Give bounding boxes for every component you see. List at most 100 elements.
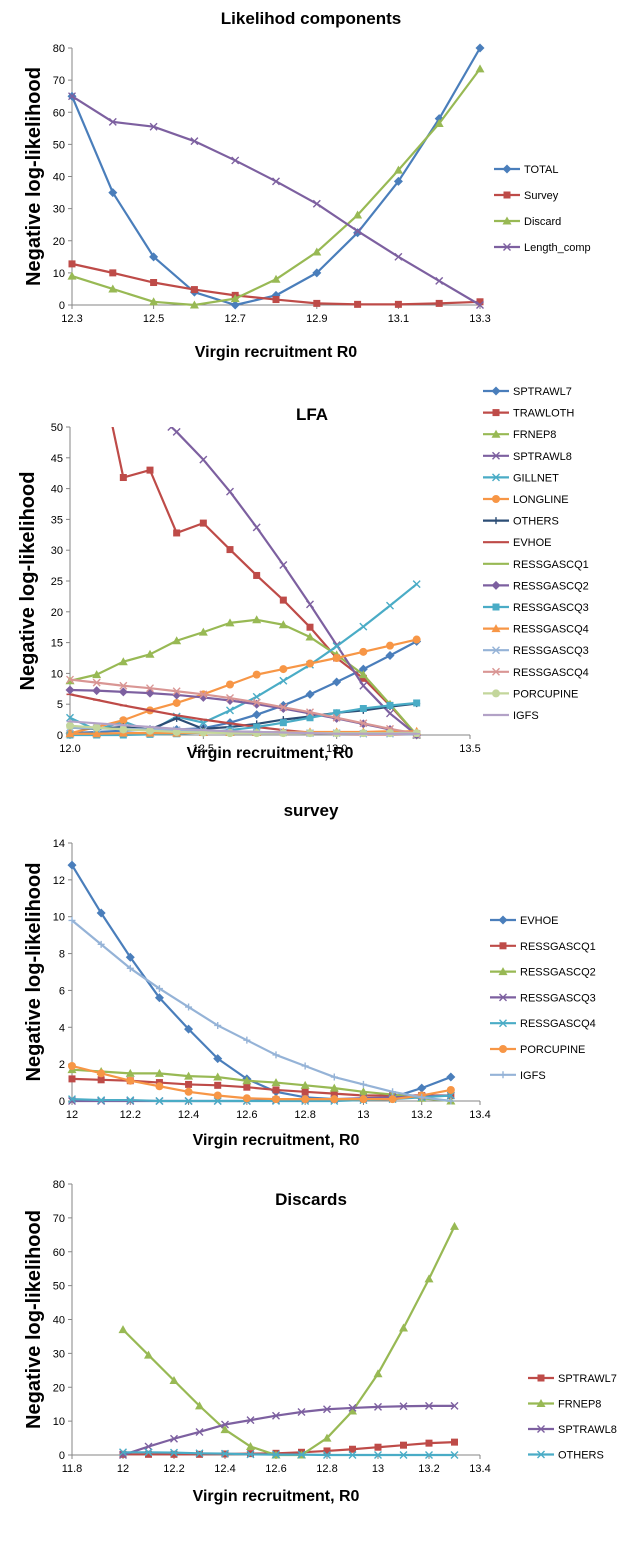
data-point (97, 940, 105, 948)
x-tick-label: 12 (117, 1463, 129, 1475)
chart-discards: Discards 0 10 20 30 40 50 60 70 80 11.8 12 12.2 12.4 1… (0, 1155, 622, 1558)
data-point (412, 580, 421, 589)
chart-discards-svg: Discards 0 10 20 30 40 50 60 70 80 11.8 12 12.2 12.4 1… (23, 1179, 617, 1505)
data-point (332, 677, 342, 687)
data-point (399, 1402, 408, 1411)
data-point (213, 1054, 223, 1064)
data-point (412, 635, 421, 644)
y-tick-label: 20 (53, 236, 65, 248)
series-length-comp (68, 92, 484, 309)
data-point (323, 1447, 331, 1455)
data-point (146, 684, 154, 693)
y-tick-label: 30 (53, 204, 65, 216)
data-point (306, 708, 314, 717)
data-point (125, 952, 135, 962)
data-point (358, 670, 368, 679)
x-tick-label: 13.5 (459, 743, 480, 755)
legend-item-ressgascq3: RESSGASCQ3 (490, 992, 596, 1004)
legend-item-ressgascq4: RESSGASCQ4 (490, 1018, 596, 1030)
y-tick-label: 12 (53, 875, 65, 887)
data-point (313, 299, 321, 307)
data-point (184, 1097, 193, 1105)
y-tick-label: 70 (53, 1213, 65, 1225)
chart-title: Likelihod components (221, 9, 401, 28)
data-point (184, 1024, 194, 1034)
legend-marker (498, 967, 508, 976)
data-point (221, 1420, 229, 1429)
data-point (450, 1451, 459, 1459)
data-point (119, 681, 128, 690)
data-point (173, 529, 181, 537)
data-point (225, 618, 235, 627)
y-tick-label: 2 (59, 1059, 65, 1071)
data-point (332, 713, 341, 722)
data-point (92, 686, 102, 696)
data-point (119, 725, 128, 734)
data-point (348, 1406, 357, 1415)
data-point (425, 1401, 433, 1410)
data-point (68, 916, 76, 924)
data-point (446, 1085, 455, 1094)
data-point (425, 1451, 433, 1459)
x-tick-label: 13.0 (326, 743, 347, 755)
data-point (145, 688, 155, 698)
legend-item-frnep8: FRNEP8 (483, 429, 556, 441)
data-point (252, 698, 261, 707)
data-point (230, 294, 240, 303)
legend-marker (492, 495, 500, 503)
data-point (332, 654, 341, 662)
legend-marker (492, 517, 500, 525)
series-others (119, 1448, 459, 1459)
data-point (184, 1071, 194, 1080)
y-tick-label: 30 (53, 1348, 65, 1360)
legend-marker (499, 993, 507, 1002)
data-point (68, 1075, 76, 1083)
data-point (278, 704, 288, 714)
series-line-ressgascq2 (71, 1068, 451, 1103)
y-tick-label: 0 (59, 1096, 65, 1108)
y-tick-label: 0 (57, 730, 63, 742)
data-point (170, 1450, 178, 1458)
data-point (417, 1083, 427, 1093)
series-line-ressgascq3 (70, 701, 417, 737)
y-tick-label: 5 (57, 699, 63, 711)
x-tick-label: 12.2 (120, 1109, 141, 1121)
data-point (68, 1095, 76, 1104)
data-point (359, 674, 367, 682)
legend-marker (492, 667, 500, 676)
series-porcupine (68, 1061, 455, 1104)
legend-label: Discard (524, 216, 561, 228)
legend-item-ressgascq1: RESSGASCQ1 (490, 941, 596, 953)
data-point (199, 455, 208, 464)
x-tick-label: 12.7 (224, 313, 245, 325)
chart-survey: survey 0 2 4 6 8 10 12 14 12 12.2 12.4 12.6 12.8 13 13.… (0, 780, 622, 1155)
data-point (68, 1061, 76, 1070)
data-point (359, 1080, 367, 1088)
data-point (279, 676, 288, 685)
series-line-igfs (69, 720, 417, 735)
data-point (107, 411, 114, 418)
legend-label: RESSGASCQ4 (520, 1018, 596, 1030)
x-tick-label: 12.4 (214, 1463, 235, 1475)
x-tick-label: 12.8 (294, 1109, 315, 1121)
data-point (118, 657, 128, 666)
data-point (185, 1080, 193, 1088)
data-point (242, 1076, 252, 1085)
data-point (97, 1069, 106, 1078)
data-point (385, 651, 395, 661)
y-tick-label: 60 (53, 1247, 65, 1259)
data-point (226, 706, 234, 715)
data-point (213, 1091, 222, 1100)
data-point (67, 860, 77, 870)
x-tick-label: 12.0 (59, 743, 80, 755)
data-point (155, 1097, 164, 1105)
data-point (386, 709, 394, 718)
data-point (353, 227, 362, 236)
legend-marker (491, 624, 501, 633)
data-point (388, 1095, 397, 1104)
data-point (145, 1450, 152, 1458)
y-tick-label: 45 (51, 453, 63, 465)
data-point (92, 678, 101, 687)
legend-item-igfs: IGFS (490, 1070, 546, 1082)
data-point (252, 710, 262, 720)
